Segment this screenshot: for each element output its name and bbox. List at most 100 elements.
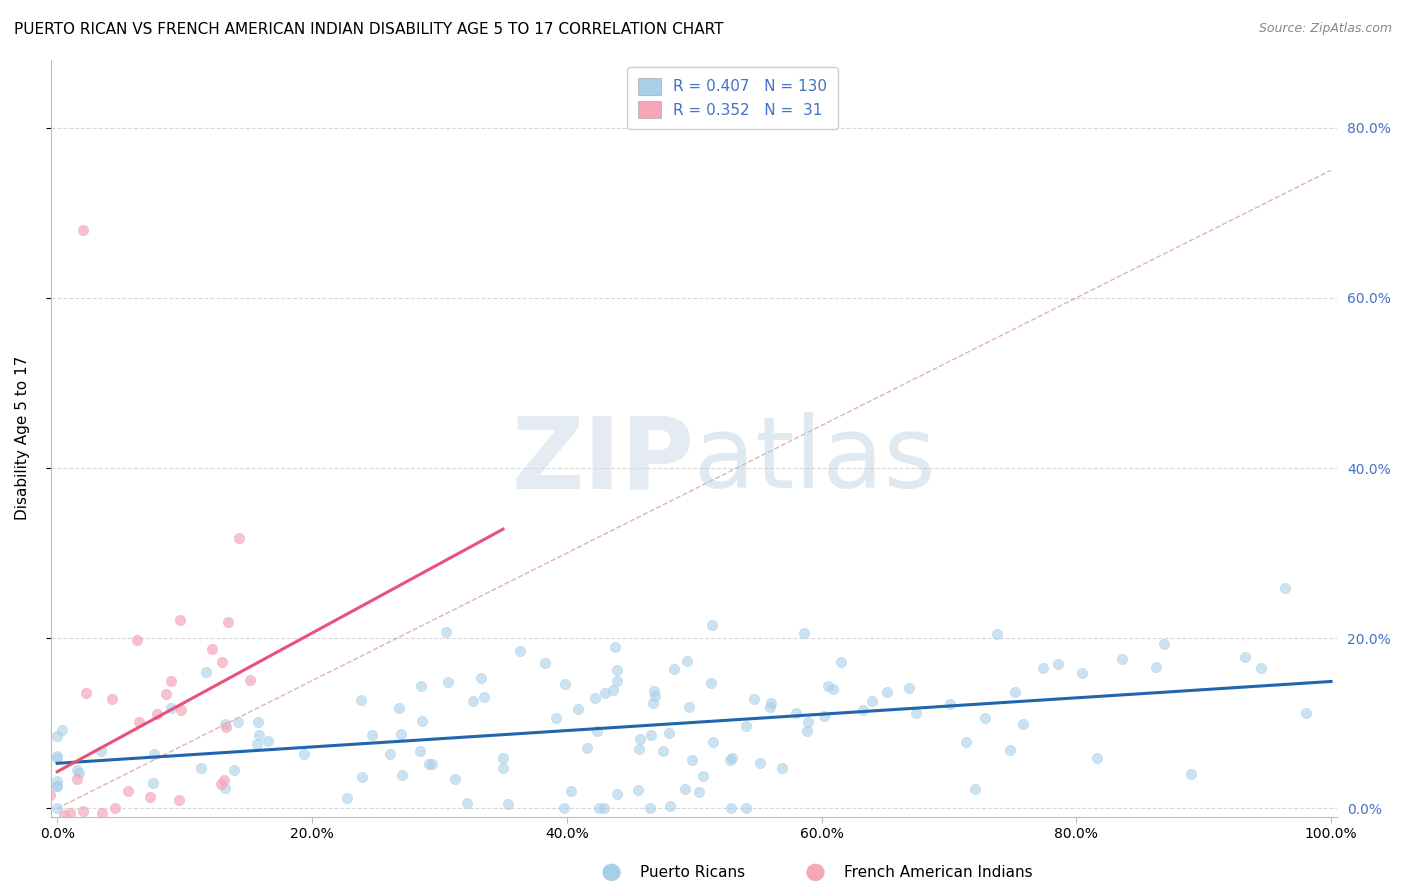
Point xyxy=(593,686,616,700)
Point xyxy=(700,618,723,632)
Point xyxy=(898,681,921,696)
Point xyxy=(418,757,440,772)
Point xyxy=(748,756,770,771)
Point xyxy=(938,697,960,711)
Point xyxy=(100,691,122,706)
Point xyxy=(658,726,681,740)
Text: Puerto Ricans: Puerto Ricans xyxy=(640,865,745,880)
Point xyxy=(492,750,515,764)
Point xyxy=(662,662,685,676)
Point xyxy=(434,624,457,639)
Point xyxy=(688,785,710,799)
Point xyxy=(905,706,928,721)
Point xyxy=(380,747,402,762)
Point xyxy=(534,657,557,671)
Point xyxy=(160,674,183,689)
Point xyxy=(470,671,492,685)
Point xyxy=(606,674,628,689)
Point xyxy=(823,682,845,697)
Point xyxy=(567,702,589,716)
Point xyxy=(34,818,56,832)
Point xyxy=(643,696,665,710)
Point xyxy=(190,761,212,775)
Point xyxy=(1032,661,1054,675)
Text: ZIP: ZIP xyxy=(512,412,695,509)
Point xyxy=(292,747,315,761)
Text: atlas: atlas xyxy=(695,412,936,509)
Point xyxy=(46,779,69,793)
Point xyxy=(34,796,56,810)
Legend: R = 0.407   N = 130, R = 0.352   N =  31: R = 0.407 N = 130, R = 0.352 N = 31 xyxy=(627,67,838,128)
Point xyxy=(51,723,73,737)
Point xyxy=(169,613,191,627)
Point xyxy=(852,703,875,717)
Point xyxy=(797,714,820,729)
Point xyxy=(735,719,758,733)
Point xyxy=(388,701,411,715)
Point xyxy=(830,655,852,669)
Point xyxy=(785,706,807,720)
Point xyxy=(59,805,82,820)
Point xyxy=(974,710,997,724)
Point xyxy=(422,757,444,772)
Point xyxy=(228,531,250,545)
Point xyxy=(640,728,662,742)
Point xyxy=(128,715,150,730)
Point xyxy=(702,735,724,749)
Point xyxy=(644,689,666,703)
Point xyxy=(813,708,835,723)
Point xyxy=(444,772,467,787)
Point xyxy=(456,796,478,810)
Point xyxy=(194,665,217,679)
Point xyxy=(544,711,567,725)
Point xyxy=(770,761,793,775)
Point xyxy=(214,720,236,734)
Point xyxy=(1071,666,1094,681)
Point xyxy=(817,679,839,693)
Point xyxy=(627,783,650,797)
Point xyxy=(169,793,191,807)
Point xyxy=(391,767,413,781)
Point xyxy=(90,806,112,821)
Point xyxy=(1146,660,1168,674)
Point xyxy=(735,801,758,815)
Point xyxy=(437,675,460,690)
Point xyxy=(602,682,624,697)
Point xyxy=(67,766,90,780)
Point xyxy=(796,723,818,738)
Point xyxy=(955,735,977,749)
Point xyxy=(411,680,433,694)
Point xyxy=(606,787,628,801)
Point xyxy=(104,801,127,815)
Point xyxy=(34,761,56,775)
Point xyxy=(257,734,280,748)
Point xyxy=(652,744,675,758)
Point xyxy=(34,737,56,751)
Point xyxy=(217,615,239,629)
Point xyxy=(759,699,782,714)
Point xyxy=(72,804,94,818)
Point xyxy=(352,770,374,784)
Point xyxy=(1234,649,1257,664)
Point xyxy=(46,749,69,764)
Text: French American Indians: French American Indians xyxy=(844,865,1032,880)
Point xyxy=(246,737,269,751)
Point xyxy=(52,808,75,822)
Point xyxy=(46,774,69,789)
Point xyxy=(759,696,782,710)
Point xyxy=(681,753,703,767)
Point xyxy=(492,761,515,775)
Point xyxy=(583,691,606,706)
Point xyxy=(628,741,651,756)
Point xyxy=(201,642,224,657)
Point xyxy=(876,684,898,698)
Point xyxy=(720,800,742,814)
Point xyxy=(160,701,183,715)
Point xyxy=(675,654,697,668)
Point xyxy=(38,789,60,803)
Point xyxy=(554,677,576,691)
Point xyxy=(1153,637,1175,651)
Point xyxy=(472,690,495,704)
Point xyxy=(90,744,112,758)
Point xyxy=(496,797,519,811)
